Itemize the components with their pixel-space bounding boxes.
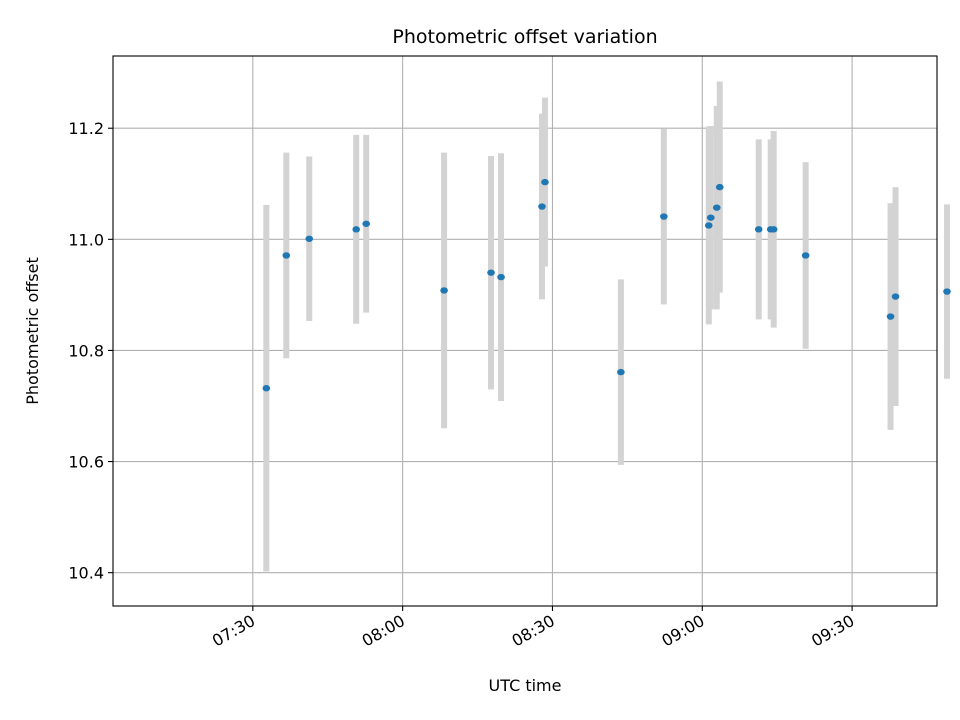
data-point	[362, 220, 370, 227]
data-point	[891, 293, 900, 300]
data-point	[715, 183, 724, 191]
data-point	[801, 252, 810, 259]
y-tick-label: 10.6	[68, 453, 104, 472]
data-point	[487, 269, 495, 276]
y-axis-label: Photometric offset	[23, 257, 42, 405]
point-layer	[262, 178, 951, 392]
data-point	[886, 313, 895, 320]
data-point	[352, 226, 361, 233]
data-point	[541, 178, 549, 186]
x-axis-label: UTC time	[489, 676, 562, 695]
data-point	[706, 214, 715, 221]
data-point	[282, 252, 291, 259]
data-point	[497, 273, 505, 281]
data-point	[305, 235, 314, 242]
y-tick-label: 11.2	[68, 119, 104, 138]
grid-layer	[113, 56, 937, 606]
plot-frame	[112, 55, 938, 607]
data-point	[712, 204, 721, 211]
data-point	[538, 203, 546, 210]
y-tick-label: 10.8	[68, 341, 104, 360]
data-point	[617, 368, 625, 376]
data-point	[262, 385, 271, 392]
data-point	[943, 288, 951, 295]
y-tick-label: 11.0	[68, 230, 104, 249]
data-point	[660, 213, 668, 220]
chart-title: Photometric offset variation	[392, 26, 657, 48]
data-point	[769, 226, 778, 233]
data-point	[440, 287, 448, 294]
y-tick-label: 10.4	[68, 564, 104, 583]
data-point	[704, 222, 713, 229]
data-point	[754, 226, 763, 233]
